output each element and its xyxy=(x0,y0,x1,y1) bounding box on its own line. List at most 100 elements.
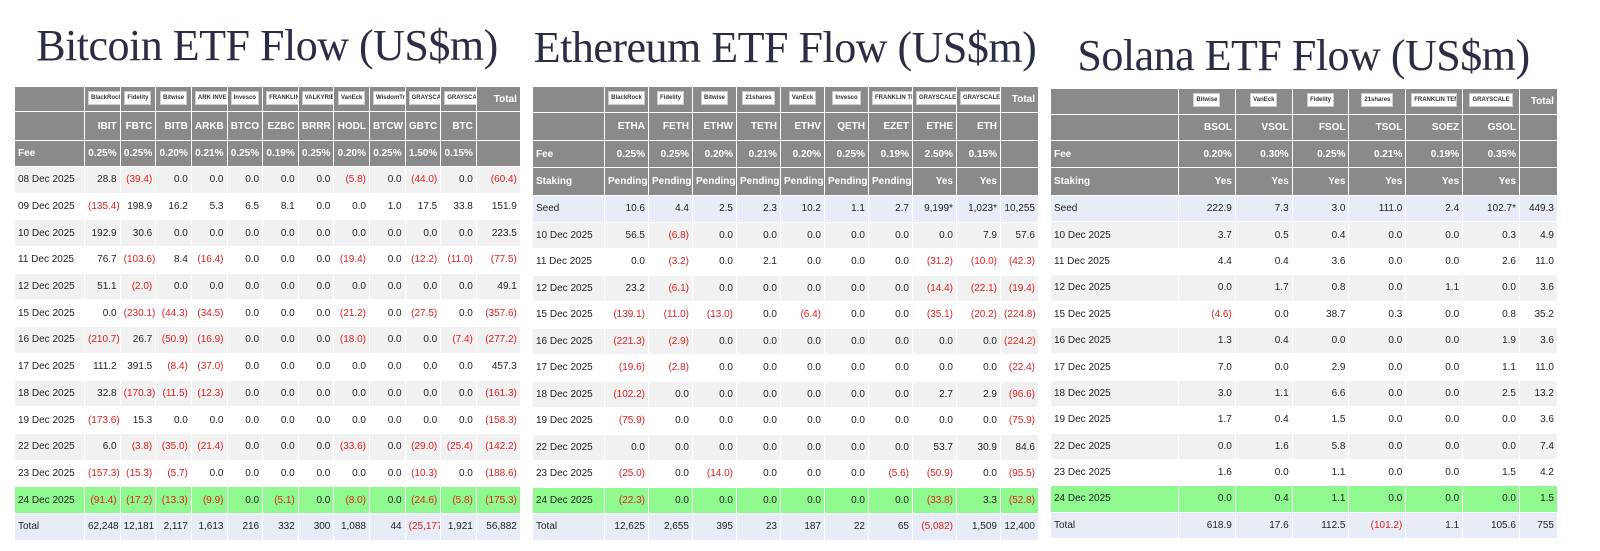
table-row: 11 Dec 2025 0.0 (3.2) 0.0 2.1 0.0 0.0 0.0 (31.2)… xyxy=(532,248,1039,276)
flow-value: (6.8) xyxy=(648,221,693,249)
flow-value: (44.0) xyxy=(404,166,442,194)
empty-cell xyxy=(14,86,85,112)
logo-cell: BlackRock xyxy=(604,86,649,113)
logo-cell: Invesco xyxy=(824,86,869,113)
flow-value: 0.0 xyxy=(155,219,192,248)
fee-value: 0.25% xyxy=(226,140,264,167)
flow-value: (230.1) xyxy=(119,299,157,328)
flow-value: 0.0 xyxy=(226,352,264,381)
flow-value: 0.0 xyxy=(780,486,825,514)
total-header: Total xyxy=(1000,86,1039,113)
table-row: 17 Dec 2025 7.0 0.0 2.9 0.0 0.0 1.1 11.0 xyxy=(1050,353,1558,381)
flow-value: 38.7 xyxy=(1291,300,1350,328)
flow-label: 22 Dec 2025 xyxy=(14,432,85,461)
logo-cell: GRAYSCALE xyxy=(440,86,477,112)
flow-value: (357.6) xyxy=(475,299,521,328)
flow-value: (27.5) xyxy=(404,299,442,328)
flow-value: (50.9) xyxy=(155,326,192,354)
flow-label: 16 Dec 2025 xyxy=(1050,326,1179,355)
etf-panel: Bitcoin ETF Flow (US$m) BlackRock Fidelity… xyxy=(14,0,521,551)
flow-value: 0.8 xyxy=(1291,274,1350,302)
flow-value: 0.0 xyxy=(262,459,299,488)
flow-value: 0.0 xyxy=(780,354,825,382)
table-row: 15 Dec 2025 0.0 (230.1) (44.3) (34.5) 0.0 0.0 0… xyxy=(14,299,521,328)
total-value: (101.2) xyxy=(1348,511,1407,540)
ticker: FSOL xyxy=(1291,114,1350,141)
flow-value: 0.0 xyxy=(1405,379,1464,408)
flow-value: 0.0 xyxy=(369,486,406,514)
flow-value: 0.0 xyxy=(824,248,869,276)
flow-value: 0.0 xyxy=(780,248,825,276)
total-label: Total xyxy=(1050,511,1179,540)
flow-value: 0.0 xyxy=(369,299,406,328)
ticker: IBIT xyxy=(84,111,121,141)
flow-value: (75.9) xyxy=(1000,407,1039,435)
empty-cell xyxy=(1518,167,1558,196)
flow-value: 8.4 xyxy=(155,246,192,274)
flow-value: 1.6 xyxy=(1234,432,1293,460)
ticker: ETHE xyxy=(912,112,957,141)
ticker: EZBC xyxy=(262,111,299,141)
flow-value: 0.0 xyxy=(297,192,335,221)
flow-value: (33.8) xyxy=(912,486,957,514)
seed-value: 3.0 xyxy=(1291,194,1350,223)
total-value: 1,921 xyxy=(440,512,477,541)
flow-value: (33.6) xyxy=(333,432,370,461)
table-row: Total 62,248 12,181 2,117 1,613 216 332 300 1,08… xyxy=(14,512,521,541)
table-row: BSOL VSOL FSOL TSOL SOEZ GSOL xyxy=(1050,114,1558,141)
flow-value: 0.0 xyxy=(333,219,370,248)
logo-cell: FRANKLIN TEMPLETON xyxy=(262,86,299,112)
flow-value: (12.3) xyxy=(190,379,228,408)
flow-value: 0.0 xyxy=(155,166,192,194)
table-row: 17 Dec 2025 111.2 391.5 (8.4) (37.0) 0.0 0.0 0.… xyxy=(14,352,521,381)
issuer-logo: Fidelity xyxy=(1307,93,1335,107)
logo-cell: GRAYSCALE xyxy=(404,86,442,112)
flow-value: 5.3 xyxy=(190,192,228,221)
flow-value: (44.3) xyxy=(155,299,192,328)
flow-value: 0.0 xyxy=(440,379,477,408)
flow-label: 16 Dec 2025 xyxy=(14,326,85,354)
seed-value: 2.7 xyxy=(868,195,913,223)
flow-value: 0.3 xyxy=(1462,221,1520,249)
fee-value: 0.25% xyxy=(1291,140,1350,168)
table-row: Total 618.9 17.6 112.5 (101.2) 1.1 105.6 755 xyxy=(1050,511,1558,540)
fee-value: 0.19% xyxy=(262,140,299,167)
flow-value: 3.7 xyxy=(1178,221,1236,249)
flow-label: 18 Dec 2025 xyxy=(14,379,85,408)
flow-value: 0.0 xyxy=(262,379,299,408)
flow-value: 0.0 xyxy=(604,433,649,461)
ticker: HODL xyxy=(333,111,370,141)
flow-value: (3.2) xyxy=(648,248,693,276)
total-value: 1.1 xyxy=(1405,511,1464,540)
flow-value: 0.0 xyxy=(226,432,264,461)
total-value: (25,177) xyxy=(404,512,442,541)
flow-value: (6.4) xyxy=(780,301,825,329)
flow-value: 0.0 xyxy=(404,379,442,408)
flow-value: 0.0 xyxy=(956,327,1001,355)
staking-label: Staking xyxy=(1050,167,1179,196)
flow-value: 0.0 xyxy=(1348,221,1407,249)
flow-value: (9.9) xyxy=(190,486,228,514)
table-row: 12 Dec 2025 0.0 1.7 0.8 0.0 1.1 0.0 3.6 xyxy=(1050,274,1558,302)
flow-value: (35.1) xyxy=(912,301,957,329)
flow-value: 0.0 xyxy=(1178,274,1236,302)
flow-value: 2.9 xyxy=(956,380,1001,408)
flow-value: 0.0 xyxy=(868,486,913,514)
flow-value: 0.0 xyxy=(262,326,299,354)
flow-value: (135.4) xyxy=(84,192,121,221)
flow-value: 0.0 xyxy=(1234,458,1293,487)
logo-cell: ARK INVEST xyxy=(190,86,228,112)
fee-value: 0.20% xyxy=(333,140,370,167)
flow-value: 0.0 xyxy=(1178,485,1236,513)
flow-value: (277.2) xyxy=(475,326,521,354)
staking-value: Yes xyxy=(1234,167,1293,196)
ticker: ETHA xyxy=(604,112,649,141)
fee-value: 0.25% xyxy=(824,140,869,168)
flow-value: (19.4) xyxy=(1000,274,1039,302)
ticker: TETH xyxy=(736,112,781,141)
flow-value: 111.2 xyxy=(84,352,121,381)
table-row: 24 Dec 2025 (22.3) 0.0 0.0 0.0 0.0 0.0 0.0 (33.8… xyxy=(532,486,1039,514)
seed-value: 2.4 xyxy=(1405,194,1464,223)
staking-value: Yes xyxy=(1348,167,1407,196)
flow-value: 0.0 xyxy=(868,407,913,435)
